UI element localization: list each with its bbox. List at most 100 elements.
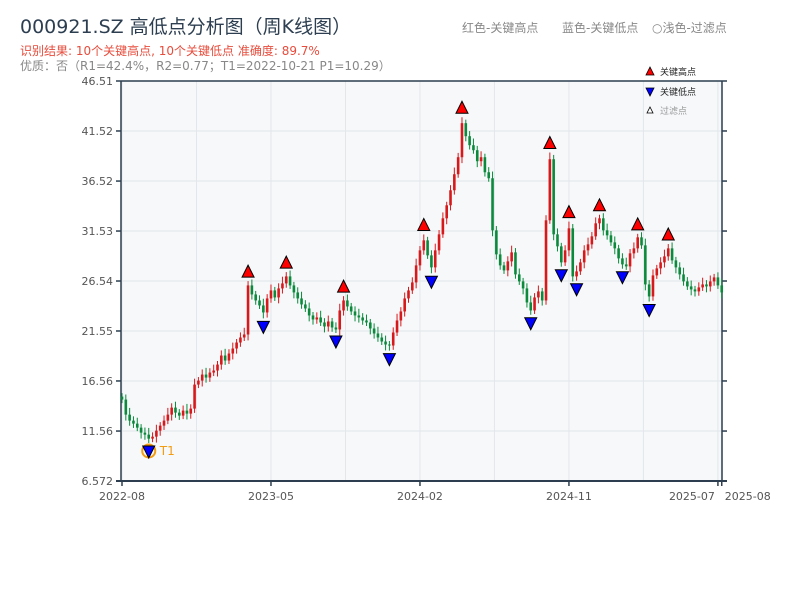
- candle: [579, 258, 582, 275]
- legend-high-icon: [645, 66, 655, 76]
- candle: [598, 214, 601, 230]
- candle: [265, 294, 269, 318]
- candle: [479, 151, 483, 167]
- candle-body: [548, 159, 552, 221]
- candle: [258, 295, 261, 309]
- key-high-marker: [336, 279, 351, 293]
- candle: [315, 312, 319, 324]
- legend-entry: 过滤点: [660, 105, 687, 117]
- candle: [239, 332, 242, 347]
- candle: [246, 281, 250, 341]
- t1-label: T1: [159, 444, 175, 458]
- candle: [571, 224, 575, 282]
- candle-body: [449, 190, 452, 206]
- candle: [445, 201, 448, 225]
- candle-body: [491, 178, 494, 231]
- key-low-marker: [424, 275, 439, 290]
- result-summary: 识别结果: 10个关键高点, 10个关键低点 准确度: 89.7%: [20, 44, 320, 58]
- candle-body: [701, 284, 704, 288]
- candle: [151, 432, 154, 443]
- key-low-marker: [329, 335, 343, 350]
- x-tick-label: 2022-08: [99, 490, 145, 503]
- candle-body: [342, 300, 345, 311]
- candle-body: [254, 294, 257, 301]
- candle: [514, 248, 517, 279]
- candle: [529, 295, 533, 315]
- candle-body: [166, 414, 170, 421]
- candle-body: [189, 408, 193, 414]
- candle-body: [292, 285, 296, 293]
- candle-body: [571, 228, 575, 277]
- y-tick-label: 26.54: [82, 275, 114, 288]
- candle: [548, 152, 552, 224]
- candle-body: [204, 374, 208, 378]
- candle: [506, 256, 510, 277]
- candle-body: [441, 218, 445, 235]
- candle-body: [445, 205, 448, 219]
- candle-body: [155, 430, 158, 437]
- candle-body: [346, 300, 349, 307]
- candle-body: [326, 321, 330, 327]
- candle-body: [181, 410, 185, 416]
- candle-body: [231, 348, 235, 354]
- candle-body: [697, 287, 701, 292]
- key-high-marker: [455, 100, 469, 114]
- candle-body: [613, 242, 617, 249]
- candle-body: [212, 370, 215, 373]
- key-low-marker: [554, 269, 569, 283]
- candle-body: [605, 230, 609, 236]
- candle-body: [338, 310, 342, 330]
- y-tick-label: 36.52: [82, 175, 114, 188]
- candle: [330, 317, 334, 332]
- key-high-marker: [661, 226, 676, 241]
- candle: [346, 294, 349, 311]
- candle-body: [517, 274, 521, 282]
- candle-body: [120, 396, 124, 400]
- candle-body: [208, 372, 212, 378]
- x-tick-label: 2024-11: [546, 490, 592, 503]
- candle-body: [124, 399, 128, 415]
- candle-body: [582, 250, 586, 263]
- key-high-marker: [241, 263, 255, 278]
- candle-body: [158, 425, 162, 431]
- candle-body: [617, 248, 620, 259]
- candle-body: [682, 274, 685, 282]
- candle: [655, 264, 659, 279]
- candle: [586, 237, 590, 256]
- candle: [365, 314, 368, 326]
- candle: [399, 307, 403, 327]
- candle: [193, 378, 196, 413]
- candle: [250, 279, 254, 300]
- candle-body: [353, 311, 357, 316]
- x-tick-label: 2023-05: [248, 490, 294, 503]
- candle-body: [640, 237, 643, 246]
- candle-body: [311, 315, 315, 320]
- candle: [235, 338, 238, 354]
- candle-body: [151, 436, 154, 439]
- candle-body: [624, 264, 628, 267]
- candle-body: [655, 268, 659, 276]
- candle: [353, 306, 357, 322]
- candle-body: [575, 271, 578, 277]
- key-low-marker: [615, 271, 630, 285]
- candle: [277, 283, 280, 304]
- candle-body: [262, 305, 265, 313]
- candle: [621, 253, 624, 269]
- candle-body: [265, 298, 269, 313]
- candle-body: [644, 245, 647, 285]
- candle-body: [544, 220, 548, 301]
- candle-body: [689, 286, 693, 290]
- candle-body: [674, 260, 678, 268]
- candle: [487, 167, 491, 182]
- candle: [395, 313, 399, 336]
- candle: [357, 308, 361, 323]
- candle: [644, 238, 647, 291]
- candle-body: [349, 306, 353, 312]
- candle: [281, 276, 284, 294]
- candle: [464, 119, 468, 142]
- candle-body: [162, 420, 166, 426]
- candle-body: [552, 159, 555, 235]
- candle: [682, 267, 685, 286]
- key-high-marker: [562, 204, 576, 219]
- candle: [323, 318, 326, 333]
